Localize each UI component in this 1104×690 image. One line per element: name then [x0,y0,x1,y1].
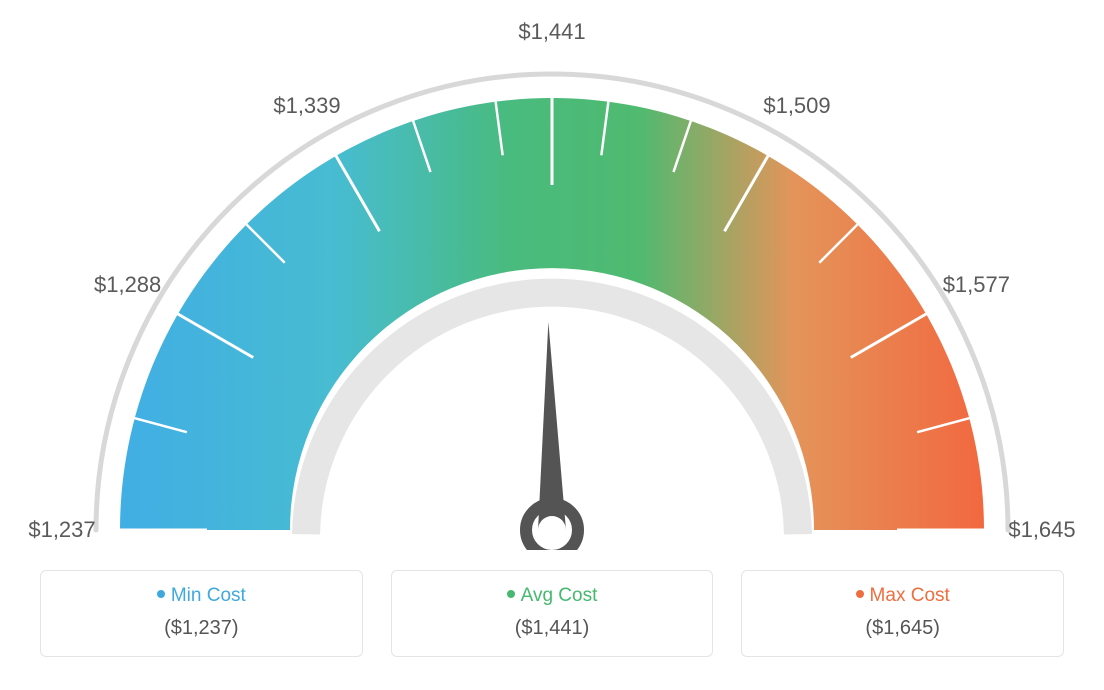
gauge-tick-label: $1,339 [273,93,340,119]
legend-card: Avg Cost ($1,441) [391,570,714,657]
legend-value: ($1,237) [51,617,352,640]
legend-title: Max Cost [752,585,1053,607]
gauge-tick-label: $1,441 [518,19,585,45]
gauge-tick-label: $1,577 [943,272,1010,298]
gauge-tick-label: $1,509 [763,93,830,119]
gauge-tick-label: $1,288 [94,272,161,298]
gauge-tick-label: $1,237 [28,517,95,543]
legend-dot-icon [157,590,165,598]
legend-title: Min Cost [51,585,352,607]
legend-dot-icon [856,590,864,598]
legend-row: Min Cost ($1,237) Avg Cost ($1,441) Max Cost… [40,570,1064,657]
legend-title: Avg Cost [402,585,703,607]
legend-dot-icon [507,590,515,598]
legend-value: ($1,441) [402,617,703,640]
gauge-tick-label: $1,645 [1008,517,1075,543]
legend-card: Max Cost ($1,645) [741,570,1064,657]
legend-value: ($1,645) [752,617,1053,640]
cost-gauge-chart: $1,237 $1,288 $1,339 $1,441 $1,509 $1,577 $1,6… [20,20,1084,550]
legend-card: Min Cost ($1,237) [40,570,363,657]
gauge-svg [20,20,1084,550]
